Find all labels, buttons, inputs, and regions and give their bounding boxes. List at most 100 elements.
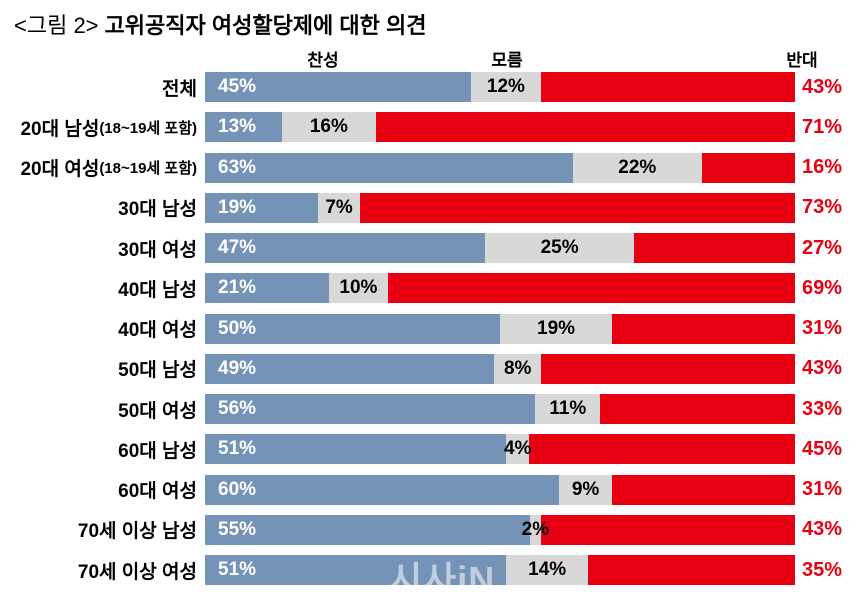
bar-track: 45% 12%	[205, 72, 795, 102]
oppose-value-label: 31%	[802, 478, 843, 500]
agree-value-label: 56%	[218, 398, 257, 419]
bar-unknown-segment: 7%	[318, 192, 360, 223]
bar-unknown-segment: 8%	[494, 353, 542, 384]
row-label: 40대 여성	[118, 320, 197, 341]
chart-row: 전체 45% 12% 43%	[0, 72, 860, 102]
bar-agree-segment: 55%	[205, 514, 530, 545]
bar-agree-segment: 50%	[205, 313, 500, 344]
oppose-value-label: 16%	[802, 156, 843, 178]
bar-track: 50% 19%	[205, 313, 795, 344]
bar-track: 13% 16%	[205, 112, 795, 143]
bar-oppose-segment	[634, 233, 795, 263]
agree-value-label: 50%	[218, 317, 257, 339]
bar-unknown-segment: 14%	[505, 555, 589, 585]
bar-agree-segment: 60%	[205, 474, 559, 505]
header-oppose: 반대	[786, 51, 818, 70]
oppose-value-label: 33%	[802, 397, 843, 420]
figure-number: <그림 2>	[14, 13, 99, 38]
unknown-value-label: 7%	[325, 196, 353, 218]
row-label: 60대 여성	[118, 481, 197, 502]
row-label: 30대 남성	[118, 199, 197, 221]
agree-value-label: 60%	[218, 478, 257, 500]
bar-oppose-segment	[541, 72, 795, 102]
header-unknown: 모름	[491, 51, 523, 70]
chart-row: 60대 남성 51% 4% 45%	[0, 434, 860, 465]
bar-agree-segment: 21%	[205, 273, 329, 304]
agree-value-label: 55%	[218, 518, 257, 540]
unknown-value-label: 11%	[549, 398, 587, 419]
row-label: 30대 여성	[118, 239, 197, 261]
agree-value-label: 13%	[218, 116, 257, 138]
bar-oppose-segment	[541, 514, 795, 545]
page-title: <그림 2> 고위공직자 여성할당제에 대한 의견	[14, 8, 426, 40]
chart-row: 50대 남성 49% 8% 43%	[0, 353, 860, 384]
unknown-value-label: 4%	[503, 438, 532, 460]
bar-unknown-segment: 22%	[573, 152, 702, 183]
header-agree: 찬성	[307, 51, 339, 70]
bar-track: 56% 11%	[205, 394, 795, 424]
bar-oppose-segment	[612, 313, 795, 344]
chart-row: 60대 여성 60% 9% 31%	[0, 474, 860, 505]
bar-agree-segment: 45%	[205, 72, 471, 102]
row-label: 전체	[162, 78, 197, 100]
oppose-value-label: 69%	[802, 276, 843, 299]
oppose-value-label: 43%	[802, 75, 843, 98]
bar-oppose-segment	[376, 112, 795, 143]
oppose-value-label: 43%	[802, 518, 843, 541]
chart-row: 20대 여성 (18~19세 포함) 63% 22% 16%	[0, 152, 860, 183]
bar-track: 51% 4%	[205, 434, 795, 465]
row-label: 60대 남성	[118, 440, 197, 462]
row-label: 50대 남성	[118, 360, 197, 382]
bar-oppose-segment	[612, 474, 795, 505]
bar-oppose-segment	[359, 192, 795, 223]
chart-row: 20대 남성 (18~19세 포함) 13% 16% 71%	[0, 112, 860, 143]
chart-row: 40대 남성 21% 10% 69%	[0, 273, 860, 304]
bar-track: 21% 10%	[205, 273, 795, 304]
oppose-value-label: 71%	[802, 115, 843, 138]
unknown-value-label: 10%	[339, 277, 378, 299]
oppose-value-label: 27%	[802, 236, 843, 259]
bar-agree-segment: 49%	[205, 353, 495, 384]
figure-title-text: 고위공직자 여성할당제에 대한 의견	[104, 13, 427, 38]
agree-value-label: 19%	[218, 196, 257, 218]
agree-value-label: 51%	[218, 559, 257, 580]
row-label: 70세 이상 남성	[77, 521, 197, 543]
bar-oppose-segment	[541, 353, 795, 384]
unknown-value-label: 9%	[571, 478, 600, 500]
row-label-note: (18~19세 포함)	[99, 119, 197, 137]
bar-agree-segment: 56%	[205, 394, 536, 424]
unknown-value-label: 14%	[528, 559, 567, 580]
oppose-value-label: 45%	[802, 437, 843, 460]
agree-value-label: 49%	[218, 357, 257, 379]
chart-row: 70세 이상 여성 51% 14% 35%	[0, 555, 860, 585]
bar-agree-segment: 51%	[205, 434, 506, 465]
bar-agree-segment: 47%	[205, 233, 486, 263]
unknown-value-label: 2%	[521, 518, 550, 540]
row-label: 70세 이상 여성	[77, 561, 197, 583]
unknown-value-label: 8%	[503, 357, 532, 379]
bar-track: 60% 9%	[205, 474, 795, 505]
agree-value-label: 47%	[218, 237, 257, 258]
chart-row: 30대 여성 47% 25% 27%	[0, 233, 860, 263]
bar-oppose-segment	[387, 273, 795, 304]
bar-unknown-segment: 4%	[503, 434, 532, 465]
chart-row: 30대 남성 19% 7% 73%	[0, 192, 860, 223]
bar-unknown-segment: 12%	[470, 72, 542, 102]
row-label-note: (18~19세 포함)	[99, 160, 197, 177]
unknown-value-label: 12%	[486, 76, 525, 97]
bar-oppose-segment	[701, 152, 795, 183]
bar-track: 19% 7%	[205, 192, 795, 223]
row-label: 40대 남성	[118, 279, 197, 301]
unknown-value-label: 22%	[618, 156, 657, 178]
chart-row: 70세 이상 남성 55% 2% 43%	[0, 514, 860, 545]
bar-agree-segment: 19%	[205, 192, 319, 223]
agree-value-label: 63%	[218, 156, 257, 178]
bar-track: 55% 2%	[205, 514, 795, 545]
unknown-value-label: 25%	[540, 237, 579, 258]
bar-oppose-segment	[529, 434, 795, 465]
chart-rows: 전체 45% 12% 43% 20대 남성 (18~19세 포함) 13% 16% 71% 20대…	[0, 72, 860, 595]
bar-unknown-segment: 16%	[281, 112, 377, 143]
bar-unknown-segment: 11%	[535, 394, 601, 424]
bar-unknown-segment: 10%	[328, 273, 388, 304]
